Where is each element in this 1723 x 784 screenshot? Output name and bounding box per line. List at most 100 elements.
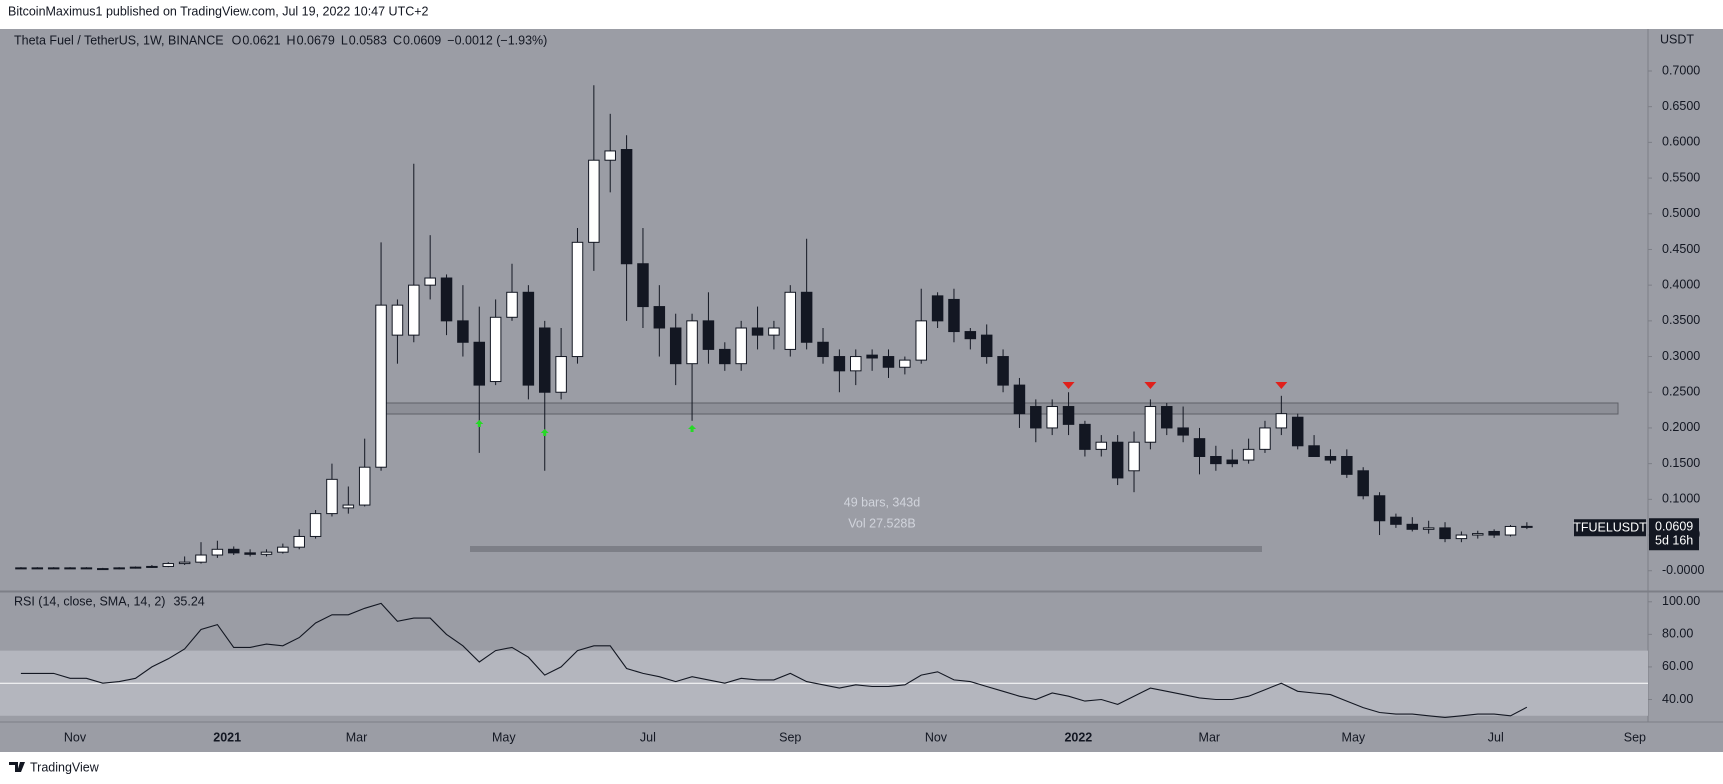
- y-tick-label: 0.3500: [1662, 313, 1700, 327]
- y-tick-label: -0.0000: [1662, 563, 1704, 577]
- y-tick-label: 0.4000: [1662, 277, 1700, 291]
- candle-body: [817, 341, 829, 358]
- candle-body: [1390, 516, 1402, 525]
- candle-body: [637, 263, 649, 308]
- y-tick-label: 0.7000: [1662, 63, 1700, 77]
- x-tick-label: Jul: [1488, 730, 1504, 744]
- legend-label: L: [341, 33, 348, 47]
- candle-body: [1095, 441, 1108, 450]
- x-tick-label: Nov: [64, 730, 87, 744]
- rsi-line: [20, 602, 1528, 718]
- candle-body: [1161, 406, 1173, 429]
- y-tick-label: 0.6000: [1662, 135, 1700, 149]
- candle-body: [522, 291, 535, 386]
- candle-body: [277, 546, 289, 553]
- x-tick-label: Jul: [640, 730, 656, 744]
- candle-body: [866, 354, 878, 359]
- countdown-label: 5d 16h: [1655, 534, 1693, 548]
- candle-body: [146, 565, 158, 568]
- candle-body: [1324, 455, 1337, 461]
- candle-body: [375, 304, 387, 468]
- legend-value: 0.0679: [297, 33, 335, 47]
- candle-body: [457, 320, 469, 343]
- candle-body: [1422, 527, 1435, 530]
- candle-body: [1111, 441, 1124, 479]
- candle-body: [1210, 455, 1222, 465]
- candle-body: [227, 548, 240, 554]
- x-tick-label: Sep: [779, 730, 801, 744]
- candle-body: [1373, 495, 1386, 522]
- candle-body: [1193, 438, 1206, 457]
- candle-body: [1177, 427, 1189, 436]
- y-tick-label: 0.1500: [1662, 456, 1700, 470]
- candle-body: [260, 551, 273, 555]
- candle-body: [506, 291, 518, 318]
- candle-body: [882, 356, 895, 368]
- candle-body: [1504, 525, 1517, 536]
- y-tick-label: 0.2500: [1662, 385, 1700, 399]
- candle-body: [686, 320, 698, 365]
- x-tick-label: Sep: [1624, 730, 1646, 744]
- candle-body: [1406, 523, 1419, 530]
- logo-mark: [9, 762, 25, 772]
- x-tick-label: Nov: [925, 730, 948, 744]
- candle-body: [1472, 533, 1484, 536]
- y-tick-label: 40.00: [1662, 692, 1693, 706]
- candle-body: [1079, 423, 1091, 450]
- y-tick-label: 0.4500: [1662, 242, 1700, 256]
- legend-change: −0.0012 (−1.93%): [447, 33, 547, 47]
- candle-body: [473, 341, 486, 386]
- symbol-box: [1574, 519, 1646, 537]
- candle-body: [1030, 406, 1042, 429]
- legend-value: 0.0583: [349, 33, 387, 47]
- y-tick-label: 0.6500: [1662, 99, 1700, 113]
- x-tick-label: 2021: [213, 730, 241, 744]
- candle-body: [342, 504, 355, 509]
- support-marker: [540, 429, 549, 436]
- candle-body: [64, 567, 76, 570]
- y-tick-label: 0.2000: [1662, 420, 1700, 434]
- candle-body: [1357, 470, 1369, 497]
- candle-body: [31, 567, 44, 570]
- legend-label: O: [232, 33, 242, 47]
- candle-body: [97, 568, 109, 571]
- candle-body: [211, 548, 224, 556]
- candle-body: [850, 356, 862, 372]
- candle-body: [833, 356, 846, 372]
- published-line: BitcoinMaximus1 published on TradingView…: [8, 4, 429, 18]
- x-tick-label: 2022: [1064, 730, 1092, 744]
- axis-unit: USDT: [1660, 32, 1694, 46]
- candle-body: [1144, 406, 1157, 443]
- legend-label: C: [393, 33, 402, 47]
- candle-body: [1521, 525, 1533, 528]
- legend-value: 0.0621: [242, 33, 280, 47]
- candle-body: [768, 327, 780, 336]
- resistance-zone: [379, 402, 1619, 415]
- y-tick-label: 80.00: [1662, 627, 1693, 641]
- resistance-marker: [1144, 382, 1157, 389]
- candle-body: [162, 563, 175, 567]
- candle-body: [1013, 384, 1026, 415]
- candle-body: [719, 348, 731, 365]
- candle-body: [997, 356, 1009, 386]
- candle-body: [15, 567, 27, 570]
- candle-body: [1291, 416, 1304, 447]
- chart-frame: [0, 29, 1723, 752]
- x-tick-label: May: [492, 730, 516, 744]
- candle-body: [899, 359, 911, 368]
- x-tick-label: May: [1342, 730, 1366, 744]
- candle-body: [915, 320, 927, 361]
- price-label: 0.0609: [1655, 520, 1693, 534]
- candle-body: [326, 478, 338, 515]
- measure-volume: Vol 27.528B: [848, 516, 915, 530]
- candle-body: [1062, 406, 1075, 425]
- candle-body: [784, 291, 797, 350]
- candle-body: [129, 566, 142, 569]
- candle-body: [653, 306, 666, 329]
- price-box: [1649, 518, 1699, 551]
- chart-title: Theta Fuel / TetherUS, 1W, BINANCE: [14, 33, 224, 47]
- candle-body: [980, 334, 993, 358]
- rsi-title: RSI (14, close, SMA, 14, 2): [14, 594, 165, 608]
